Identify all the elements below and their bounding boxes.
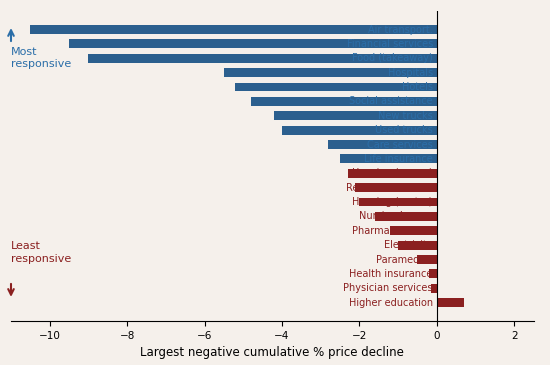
Bar [390, 226, 437, 235]
Bar [235, 82, 437, 92]
Bar [69, 39, 437, 48]
Bar [429, 269, 437, 278]
Text: Air transport.: Air transport. [368, 24, 433, 35]
Text: Food (takeaway): Food (takeaway) [352, 53, 433, 63]
Text: Hospitals: Hospitals [388, 68, 433, 78]
Text: Care services: Care services [367, 139, 433, 150]
Text: New trucks: New trucks [378, 111, 433, 121]
X-axis label: Largest negative cumulative % price decline: Largest negative cumulative % price decl… [140, 346, 404, 360]
Text: Paramedics: Paramedics [376, 254, 433, 265]
Text: Restaurant meals: Restaurant meals [346, 182, 433, 193]
Bar [437, 298, 464, 307]
Bar [30, 25, 437, 34]
Text: Least
responsive: Least responsive [11, 241, 72, 264]
Text: Used trucks: Used trucks [375, 125, 433, 135]
Bar [417, 255, 437, 264]
Text: Most
responsive: Most responsive [11, 47, 72, 69]
Text: Hotels: Hotels [402, 82, 433, 92]
Bar [375, 212, 437, 221]
Bar [355, 183, 437, 192]
Text: Health insurance: Health insurance [349, 269, 433, 279]
Bar [251, 97, 437, 106]
Bar [274, 111, 437, 120]
Bar [348, 169, 437, 178]
Bar [328, 140, 437, 149]
Text: Life insurance: Life insurance [364, 154, 433, 164]
Text: Housing (renter): Housing (renter) [353, 197, 433, 207]
Bar [224, 68, 437, 77]
Text: Housing (owner): Housing (owner) [352, 168, 433, 178]
Text: Higher education: Higher education [349, 297, 433, 308]
Bar [431, 284, 437, 293]
Text: Financial services: Financial services [346, 39, 433, 49]
Bar [282, 126, 437, 135]
Text: Pharmaceuticals: Pharmaceuticals [352, 226, 433, 236]
Bar [340, 154, 437, 164]
Bar [89, 54, 437, 63]
Text: Electricity: Electricity [384, 240, 433, 250]
Text: Nursing homes: Nursing homes [359, 211, 433, 222]
Text: Social assistance: Social assistance [349, 96, 433, 106]
Text: Physician services: Physician services [343, 283, 433, 293]
Bar [398, 241, 437, 250]
Bar [359, 197, 437, 207]
